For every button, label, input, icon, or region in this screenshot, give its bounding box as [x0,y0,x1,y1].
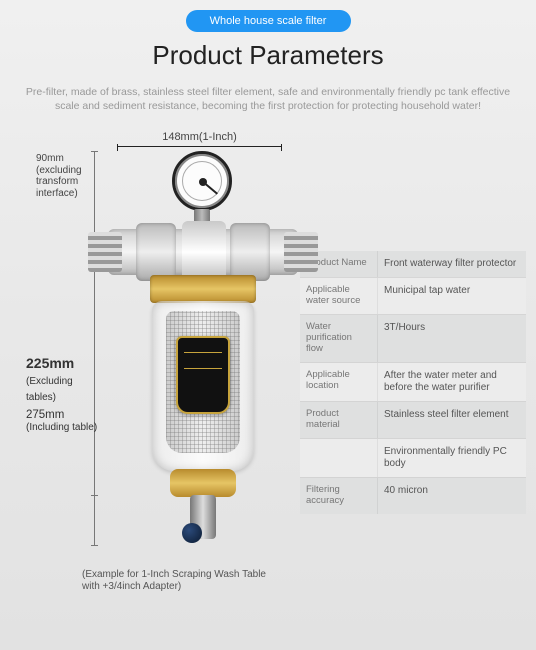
example-l1: (Example for 1-Inch Scraping Wash Table [82,569,266,580]
dimension-diagram: 148mm(1-Inch) 90mm (excluding transform … [22,131,292,601]
dim-275mm: 275mm [26,409,64,421]
product-description: Pre-filter, made of brass, stainless ste… [0,85,536,113]
param-value: Front waterway filter protector [378,251,526,277]
valve-handle [182,523,202,543]
param-value: 3T/Hours [378,315,526,362]
param-label: Filtering accuracy [300,478,378,514]
param-label: Applicable water source [300,278,378,314]
param-value: Municipal tap water [378,278,526,314]
thread-right-icon [284,232,318,272]
height-225-dimension: 225mm (Excluding tables) [26,355,74,403]
param-label [300,439,378,477]
bottom-cap [170,469,236,497]
pressure-gauge-icon [172,151,232,211]
center-block [182,221,226,283]
nut-right [230,223,270,281]
param-value: Stainless steel filter element [378,402,526,438]
table-row: Environmentally friendly PC body [300,439,526,478]
table-row: Applicable water source Municipal tap wa… [300,278,526,315]
vertical-guide [94,151,95,546]
product-label-shield [176,336,230,414]
table-row: Filtering accuracy 40 micron [300,478,526,514]
dim-90mm-note2: transform [36,176,78,187]
param-label: Water purification flow [300,315,378,362]
table-row: Product material Stainless steel filter … [300,402,526,439]
param-value: After the water meter and before the wat… [378,363,526,401]
parameters-table: Product Name Front waterway filter prote… [300,251,526,601]
dim-90mm-note3: interface) [36,188,78,199]
page-title: Product Parameters [0,40,536,71]
param-value: 40 micron [378,478,526,514]
dim-90mm: 90mm [36,153,64,164]
height-275-dimension: 275mm (Including table) [26,409,97,433]
param-label: Product material [300,402,378,438]
table-row: Product Name Front waterway filter prote… [300,251,526,278]
example-l2: with +3/4inch Adapter) [82,581,181,592]
dim-225-note2: tables) [26,392,56,403]
table-row: Applicable location After the water mete… [300,363,526,402]
table-row: Water purification flow 3T/Hours [300,315,526,363]
category-badge: Whole house scale filter [186,10,351,32]
dim-225-note1: (Excluding [26,376,73,387]
dim-275-note: (Including table) [26,422,97,433]
filter-body [108,229,298,275]
dim-90mm-note1: (excluding [36,165,82,176]
content-area: 148mm(1-Inch) 90mm (excluding transform … [0,131,536,601]
param-label: Applicable location [300,363,378,401]
example-note: (Example for 1-Inch Scraping Wash Table … [82,569,266,592]
thread-left-icon [88,232,122,272]
brass-band [150,275,256,303]
width-dimension: 148mm(1-Inch) [117,131,282,147]
nut-left [136,223,176,281]
dim-225mm: 225mm [26,355,74,371]
param-value: Environmentally friendly PC body [378,439,526,477]
height-short-dimension: 90mm (excluding transform interface) [36,153,82,199]
width-label: 148mm(1-Inch) [162,131,237,143]
